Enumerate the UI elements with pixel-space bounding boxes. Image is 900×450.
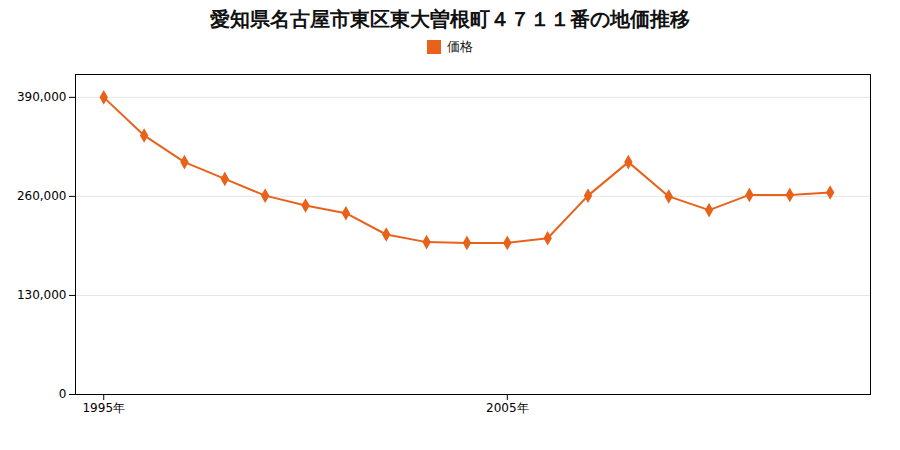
svg-text:390,000: 390,000 (17, 90, 67, 104)
svg-text:260,000: 260,000 (17, 189, 67, 203)
html-text:価格: 価格 (447, 39, 473, 54)
svg-text:2005年: 2005年 (486, 401, 529, 415)
html-text:愛知県名古屋市東区東大曽根町４７１１番の地価推移: 愛知県名古屋市東区東大曽根町４７１１番の地価推移 (210, 7, 690, 31)
svg-text:1995年: 1995年 (82, 401, 125, 415)
svg-text:130,000: 130,000 (17, 288, 67, 302)
svg-text:0: 0 (59, 387, 67, 401)
